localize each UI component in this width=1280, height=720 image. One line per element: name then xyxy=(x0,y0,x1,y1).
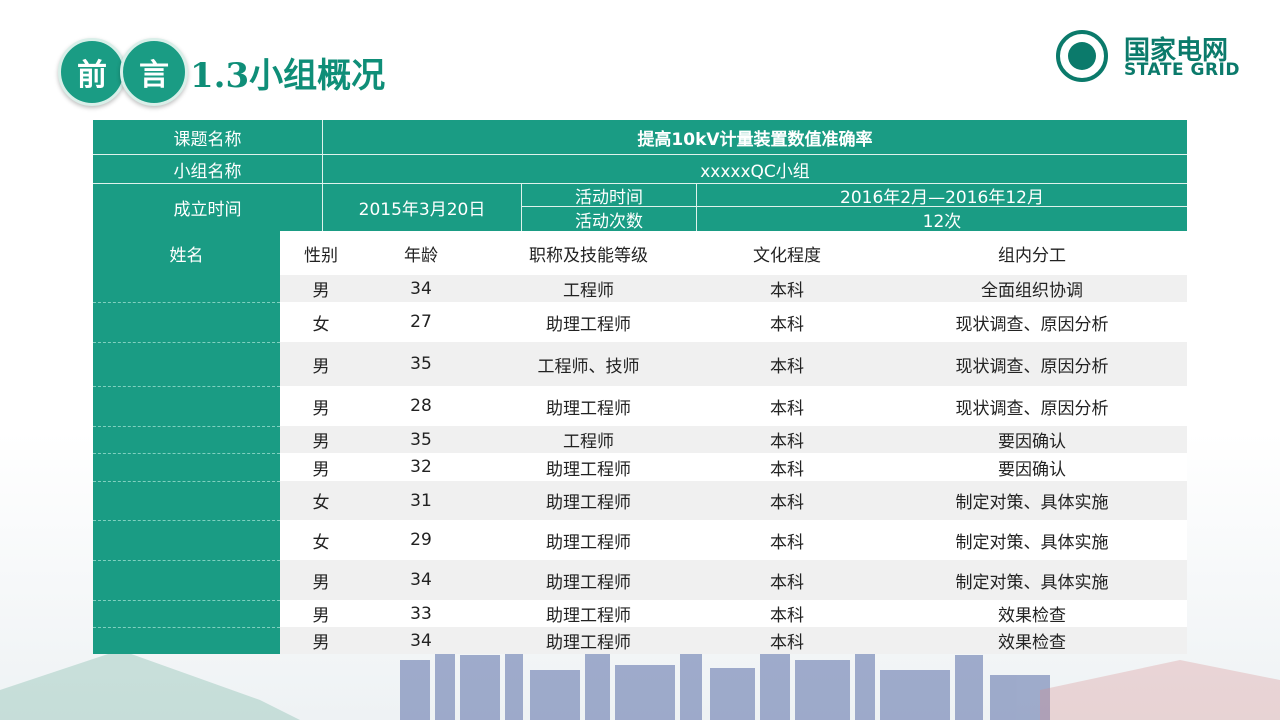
table-cell: xxxxxQC小组 xyxy=(322,155,1187,184)
table-cell: 性别 xyxy=(280,231,362,275)
row-separator xyxy=(93,627,280,628)
table-cell: 制定对策、具体实施 xyxy=(877,481,1187,520)
row-separator xyxy=(93,426,280,427)
table-cell: 助理工程师 xyxy=(480,453,697,481)
table-cell: 效果检查 xyxy=(877,627,1187,654)
table-cell: 12次 xyxy=(696,207,1187,232)
table-cell: 小组名称 xyxy=(93,155,322,184)
table-cell: 2016年2月—2016年12月 xyxy=(696,184,1187,208)
table-cell: 职称及技能等级 xyxy=(480,231,697,275)
table-cell: 助理工程师 xyxy=(480,302,697,342)
table-cell: 34 xyxy=(362,627,480,654)
row-separator xyxy=(93,453,280,454)
table-cell: 2015年3月20日 xyxy=(322,184,521,231)
table-cell: 要因确认 xyxy=(877,453,1187,481)
logo-text: 国家电网 xyxy=(1124,36,1229,66)
table-cell: 27 xyxy=(362,302,480,342)
table-cell: 助理工程师 xyxy=(480,520,697,560)
table-cell: 32 xyxy=(362,453,480,481)
table-cell: 本科 xyxy=(697,600,877,627)
table-cell: 女 xyxy=(280,302,362,342)
row-separator xyxy=(93,481,280,482)
table-cell: 本科 xyxy=(697,560,877,600)
table-cell: 28 xyxy=(362,386,480,426)
table-cell: 工程师 xyxy=(480,275,697,302)
table-cell: 提高10kV计量装置数值准确率 xyxy=(322,120,1187,155)
row-separator xyxy=(93,342,280,343)
table-cell: 年龄 xyxy=(362,231,480,275)
logo-text: STATE GRID xyxy=(1124,60,1240,80)
table-cell: 本科 xyxy=(697,386,877,426)
table-cell: 男 xyxy=(280,275,362,302)
table-cell: 29 xyxy=(362,520,480,560)
table-cell: 现状调查、原因分析 xyxy=(877,386,1187,426)
table-cell: 文化程度 xyxy=(697,231,877,275)
table-cell: 本科 xyxy=(697,426,877,453)
table-cell: 33 xyxy=(362,600,480,627)
table-cell: 本科 xyxy=(697,342,877,386)
table-cell: 课题名称 xyxy=(93,120,322,155)
row-separator xyxy=(93,302,280,303)
table-cell: 制定对策、具体实施 xyxy=(877,520,1187,560)
table-cell: 男 xyxy=(280,386,362,426)
table-cell: 男 xyxy=(280,453,362,481)
table-cell: 男 xyxy=(280,560,362,600)
table-cell: 现状调查、原因分析 xyxy=(877,342,1187,386)
table-cell: 35 xyxy=(362,342,480,386)
table-cell: 工程师 xyxy=(480,426,697,453)
table-cell: 男 xyxy=(280,426,362,453)
table-cell: 助理工程师 xyxy=(480,481,697,520)
table-cell: 全面组织协调 xyxy=(877,275,1187,302)
table-cell: 34 xyxy=(362,275,480,302)
table-cell: 工程师、技师 xyxy=(480,342,697,386)
table-cell: 活动时间 xyxy=(521,184,696,208)
badge: 前 xyxy=(58,38,126,106)
table-cell: 成立时间 xyxy=(93,184,322,231)
table-cell: 要因确认 xyxy=(877,426,1187,453)
table-cell: 本科 xyxy=(697,520,877,560)
slide-title: 1.3小组概况 xyxy=(190,56,386,96)
table-cell: 35 xyxy=(362,426,480,453)
table-cell: 姓名 xyxy=(169,246,204,266)
table-cell: 本科 xyxy=(697,627,877,654)
table-cell: 本科 xyxy=(697,481,877,520)
table-cell: 助理工程师 xyxy=(480,386,697,426)
table-cell: 本科 xyxy=(697,302,877,342)
table-cell: 女 xyxy=(280,481,362,520)
row-separator xyxy=(93,520,280,521)
table-cell: 助理工程师 xyxy=(480,627,697,654)
table-cell: 31 xyxy=(362,481,480,520)
row-separator xyxy=(93,560,280,561)
table-cell: 助理工程师 xyxy=(480,600,697,627)
row-separator xyxy=(93,600,280,601)
table-cell: 助理工程师 xyxy=(480,560,697,600)
table-cell xyxy=(93,231,280,654)
table-cell: 活动次数 xyxy=(521,207,696,232)
table-cell: 制定对策、具体实施 xyxy=(877,560,1187,600)
table-cell: 本科 xyxy=(697,275,877,302)
table-cell: 男 xyxy=(280,600,362,627)
table-cell: 本科 xyxy=(697,453,877,481)
row-separator xyxy=(93,386,280,387)
table-cell: 组内分工 xyxy=(877,231,1187,275)
table-cell: 现状调查、原因分析 xyxy=(877,302,1187,342)
table-cell: 女 xyxy=(280,520,362,560)
table-cell: 男 xyxy=(280,627,362,654)
table-cell: 34 xyxy=(362,560,480,600)
badge: 言 xyxy=(120,38,188,106)
table-cell: 男 xyxy=(280,342,362,386)
table-cell: 效果检查 xyxy=(877,600,1187,627)
